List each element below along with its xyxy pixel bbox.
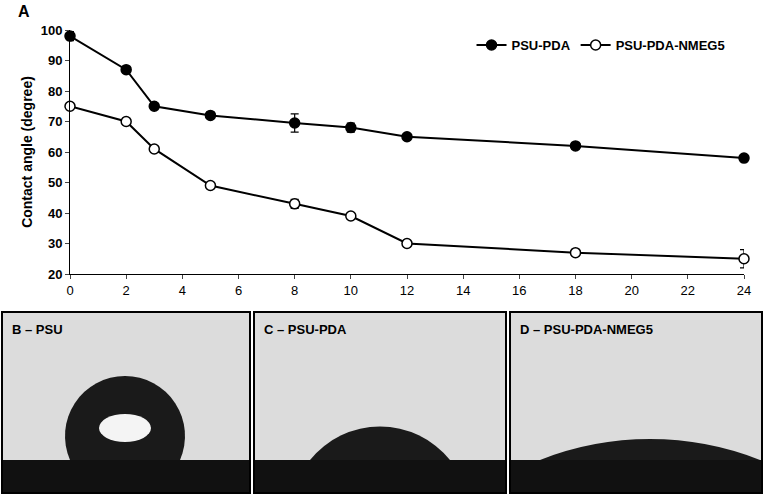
svg-text:22: 22 bbox=[681, 283, 695, 298]
svg-text:PSU-PDA-NMEG5: PSU-PDA-NMEG5 bbox=[616, 38, 725, 53]
svg-text:Contact angle (degree): Contact angle (degree) bbox=[19, 76, 35, 228]
svg-text:A: A bbox=[18, 3, 30, 20]
svg-text:C – PSU-PDA: C – PSU-PDA bbox=[264, 322, 347, 337]
svg-text:PSU-PDA: PSU-PDA bbox=[512, 38, 571, 53]
svg-text:18: 18 bbox=[568, 283, 582, 298]
svg-text:20: 20 bbox=[48, 267, 62, 282]
svg-text:50: 50 bbox=[48, 175, 62, 190]
svg-text:20: 20 bbox=[624, 283, 638, 298]
svg-text:16: 16 bbox=[512, 283, 526, 298]
svg-text:90: 90 bbox=[48, 53, 62, 68]
svg-text:4: 4 bbox=[179, 283, 186, 298]
svg-text:2: 2 bbox=[123, 283, 130, 298]
svg-text:0: 0 bbox=[66, 283, 73, 298]
svg-text:D – PSU-PDA-NMEG5: D – PSU-PDA-NMEG5 bbox=[520, 322, 653, 337]
svg-text:10: 10 bbox=[344, 283, 358, 298]
svg-text:30: 30 bbox=[48, 236, 62, 251]
svg-text:6: 6 bbox=[235, 283, 242, 298]
svg-text:14: 14 bbox=[456, 283, 470, 298]
svg-text:70: 70 bbox=[48, 114, 62, 129]
svg-text:100: 100 bbox=[41, 23, 63, 38]
svg-text:40: 40 bbox=[48, 206, 62, 221]
svg-text:B – PSU: B – PSU bbox=[12, 322, 63, 337]
svg-text:24: 24 bbox=[737, 283, 751, 298]
svg-text:8: 8 bbox=[291, 283, 298, 298]
svg-text:12: 12 bbox=[400, 283, 414, 298]
svg-text:60: 60 bbox=[48, 145, 62, 160]
svg-text:80: 80 bbox=[48, 84, 62, 99]
